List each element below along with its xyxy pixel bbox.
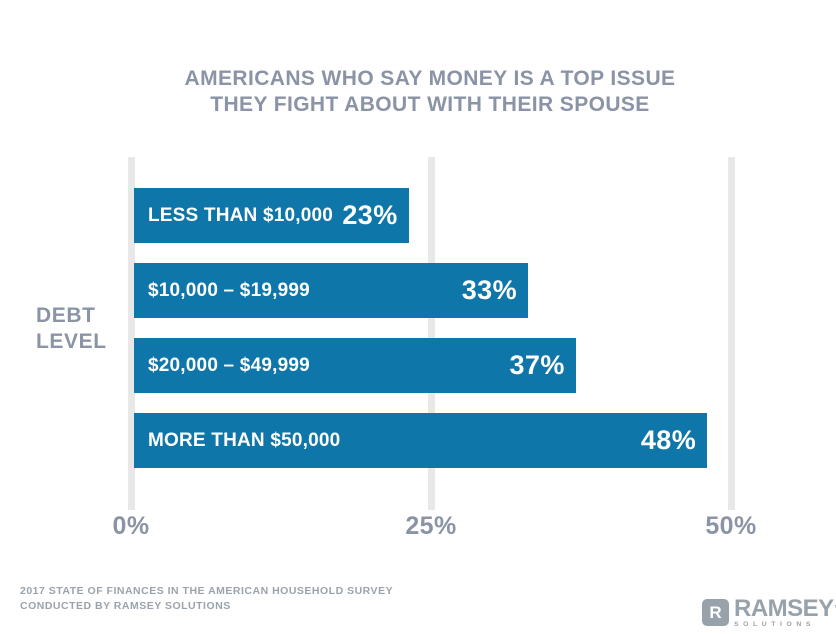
- chart-title-line1: AMERICANS WHO SAY MONEY IS A TOP ISSUE: [184, 67, 676, 90]
- source-note-line2: CONDUCTED BY RAMSEY SOLUTIONS: [20, 600, 231, 612]
- gridline-25%: [427, 157, 435, 510]
- trademark-symbol: ™: [834, 605, 836, 612]
- ramsey-logo-brand-text: RAMSEY: [734, 595, 834, 622]
- bar-category-label: $10,000 – $19,999: [148, 279, 310, 301]
- gridline-0%: [127, 157, 135, 510]
- bar-value-label: 23%: [342, 200, 398, 230]
- y-axis-label: DEBT LEVEL: [36, 304, 107, 353]
- ramsey-logo-wordmark: RAMSEY™ SOLUTIONS: [734, 595, 836, 629]
- chart-title: AMERICANS WHO SAY MONEY IS A TOP ISSUE T…: [24, 66, 836, 118]
- ramsey-logo: R RAMSEY™ SOLUTIONS: [702, 595, 836, 629]
- x-axis-tick: 50%: [705, 512, 757, 540]
- source-note: 2017 STATE OF FINANCES IN THE AMERICAN H…: [20, 584, 393, 614]
- bar-value-label: 33%: [461, 275, 518, 305]
- bar-value-label: 37%: [509, 350, 565, 380]
- bar-row: LESS THAN $10,000 23%: [134, 188, 409, 243]
- ramsey-logo-subbrand: SOLUTIONS: [734, 621, 816, 628]
- plot-area: LESS THAN $10,000 23% $10,000 – $19,999 33%…: [127, 157, 735, 510]
- source-note-line1: 2017 STATE OF FINANCES IN THE AMERICAN H…: [20, 585, 394, 597]
- gridline-50%: [727, 157, 735, 510]
- bar-row: $10,000 – $19,999 33%: [134, 263, 529, 318]
- chart-title-line2: THEY FIGHT ABOUT WITH THEIR SPOUSE: [210, 93, 650, 116]
- bar-row: $20,000 – $49,999 37%: [134, 338, 576, 393]
- ramsey-logo-brand: RAMSEY™: [734, 595, 836, 622]
- bar-category-label: MORE THAN $50,000: [148, 429, 341, 451]
- x-axis-tick: 0%: [112, 512, 150, 540]
- bar-category-label: $20,000 – $49,999: [148, 354, 310, 376]
- bar-row: MORE THAN $50,000 48%: [134, 413, 708, 468]
- bar-category-label: LESS THAN $10,000: [148, 204, 334, 226]
- ramsey-logo-monogram: R: [702, 599, 729, 626]
- x-axis-tick: 25%: [405, 512, 457, 540]
- bar-value-label: 48%: [640, 425, 697, 455]
